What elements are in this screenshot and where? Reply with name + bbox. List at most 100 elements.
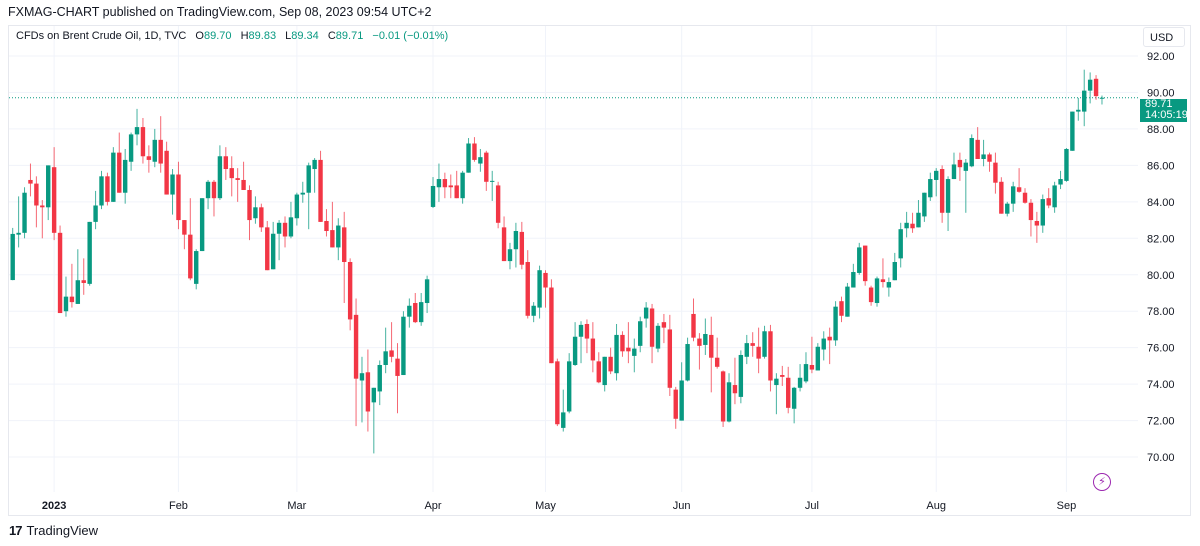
candle-body [194, 251, 199, 284]
candle [886, 277, 892, 297]
candle [1010, 181, 1016, 212]
candle-body [596, 361, 601, 383]
candle [188, 198, 193, 281]
candle-body [288, 217, 294, 237]
candle [211, 179, 217, 217]
candle-body [182, 220, 187, 235]
candle [359, 356, 365, 423]
candle [626, 322, 631, 364]
candle [217, 145, 223, 201]
candle [892, 252, 897, 281]
price-tick-label: 86.00 [1147, 160, 1175, 172]
candle [957, 152, 963, 181]
candle [543, 270, 548, 308]
candle [484, 150, 489, 191]
candle-body [176, 174, 181, 221]
candle [602, 356, 607, 392]
price-tick-label: 76.00 [1147, 343, 1175, 355]
candle-body [614, 334, 619, 374]
candle [797, 364, 803, 392]
candle [170, 169, 175, 215]
candle [857, 242, 862, 275]
time-tick-label: Feb [169, 500, 188, 512]
candle-body [294, 194, 300, 219]
candle [614, 323, 619, 381]
candle [194, 249, 199, 290]
candle [578, 321, 584, 364]
candle-body [874, 278, 880, 304]
candle [720, 370, 726, 427]
candle-body [259, 207, 264, 228]
candle [418, 292, 424, 326]
candle-body [199, 198, 205, 252]
candle [282, 216, 288, 248]
candle [821, 331, 826, 361]
lightning-icon[interactable]: ⚡︎ [1093, 473, 1111, 491]
candle-body [460, 172, 465, 199]
candle-body [324, 220, 329, 232]
candle-body [549, 287, 554, 364]
candle [904, 211, 909, 238]
candle-body [525, 261, 530, 316]
candle [365, 349, 371, 432]
candle [519, 221, 525, 270]
candle-body [957, 159, 963, 168]
candle [10, 227, 15, 281]
candle [963, 158, 969, 213]
candle-body [383, 351, 388, 365]
currency-button[interactable]: USD [1143, 27, 1185, 47]
candle-body [75, 280, 81, 304]
candle-body [407, 305, 412, 317]
candle [750, 332, 755, 357]
candle [63, 276, 69, 317]
close-label: C [327, 30, 336, 42]
candle [87, 221, 92, 286]
candle-body [1010, 186, 1016, 204]
tradingview-brand[interactable]: 17 TradingView [9, 523, 98, 538]
candle [140, 117, 146, 164]
candle-body [892, 261, 897, 281]
candle-body [691, 313, 696, 338]
candle [28, 163, 33, 197]
candle [697, 333, 702, 370]
candle-body [513, 231, 519, 250]
candle-body [987, 154, 992, 162]
candle-body [880, 279, 886, 283]
candle [454, 170, 459, 199]
candle [1022, 188, 1028, 204]
candle-body [265, 227, 270, 271]
candle-body [620, 334, 625, 352]
candle-body [507, 249, 513, 262]
candle [81, 258, 86, 295]
candle [661, 313, 667, 344]
price-tick-label: 88.00 [1147, 124, 1175, 136]
candle-body [93, 205, 98, 222]
candle-body [709, 334, 714, 358]
candle [424, 275, 430, 314]
candle-body [353, 314, 359, 379]
candle [40, 200, 45, 239]
candle [401, 311, 406, 376]
candle-body [442, 179, 448, 188]
candle-body [51, 167, 57, 233]
candle [566, 353, 572, 414]
candle-body [833, 306, 838, 341]
candle-body [111, 152, 116, 202]
candle [667, 314, 673, 396]
candle [466, 138, 471, 173]
candle-body [140, 127, 146, 157]
candle-body [827, 336, 832, 341]
candle-body [312, 159, 317, 170]
candle-body [170, 174, 175, 195]
candle [513, 222, 519, 268]
candle-body [270, 233, 276, 270]
candle [916, 200, 921, 228]
candle [241, 161, 246, 190]
candle [643, 302, 649, 328]
candle-body [649, 308, 655, 347]
brand-name: TradingView [26, 523, 99, 538]
candle-body [69, 296, 75, 303]
candle [762, 325, 767, 359]
candle [874, 276, 880, 307]
